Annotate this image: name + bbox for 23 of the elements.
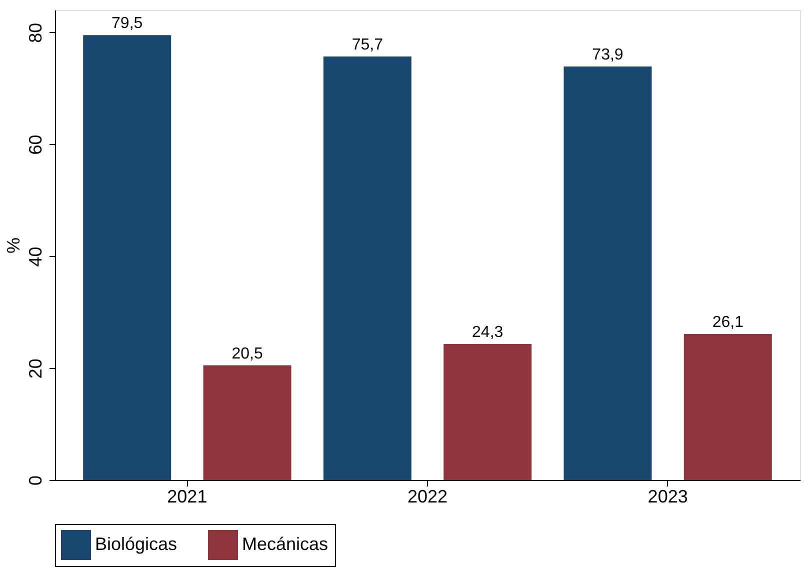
data-label: 79,5 bbox=[112, 15, 143, 32]
bar bbox=[444, 344, 532, 480]
x-tick-label: 2021 bbox=[167, 486, 208, 506]
data-label: 24,3 bbox=[472, 324, 504, 342]
y-tick-label: 60 bbox=[26, 134, 46, 155]
bar bbox=[203, 365, 292, 480]
y-tick-label: 40 bbox=[26, 246, 46, 267]
x-tick-label: 2023 bbox=[648, 486, 688, 506]
y-tick-label: 20 bbox=[26, 358, 46, 379]
bar bbox=[684, 334, 772, 480]
data-label: 20,5 bbox=[232, 345, 263, 362]
legend-label: Biológicas bbox=[95, 534, 178, 554]
y-axis-title: % bbox=[4, 237, 24, 254]
legend-label: Mecánicas bbox=[242, 534, 328, 554]
y-tick-label: 80 bbox=[26, 22, 46, 43]
bar bbox=[83, 35, 172, 480]
y-tick-label: 0 bbox=[26, 475, 46, 486]
bar bbox=[564, 66, 652, 480]
data-label: 73,9 bbox=[592, 46, 624, 64]
bar bbox=[323, 56, 412, 480]
data-label: 26,1 bbox=[712, 314, 744, 331]
x-tick-label: 2022 bbox=[407, 486, 448, 506]
data-label: 75,7 bbox=[352, 36, 384, 54]
